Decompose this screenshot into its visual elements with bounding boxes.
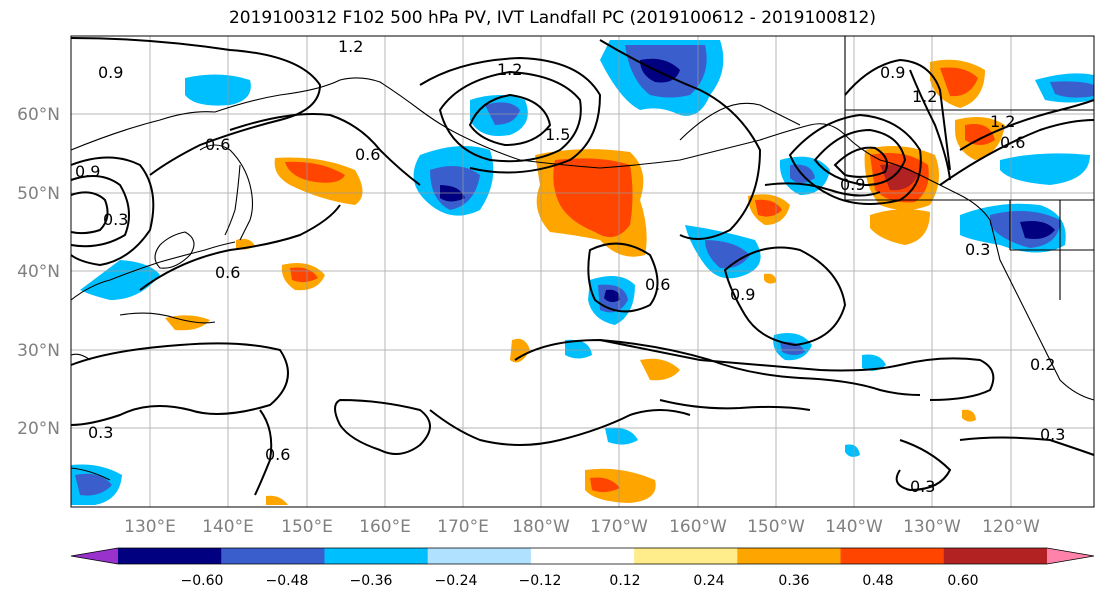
negative-anomaly-shading	[71, 40, 1094, 505]
contour-label: 0.2	[1030, 355, 1055, 374]
colorbar-segment	[634, 548, 738, 564]
colorbar-segment	[737, 548, 842, 564]
contour-label: 0.9	[75, 162, 100, 181]
contour-label: 0.9	[98, 63, 123, 82]
colorbar-tick-label: −0.24	[435, 573, 478, 589]
colorbar-segment	[840, 548, 945, 564]
lat-label: 40°N	[17, 262, 60, 282]
lon-label: 120°W	[982, 517, 1040, 537]
map-frame	[70, 35, 1095, 508]
map-title: 2019100312 F102 500 hPa PV, IVT Landfall…	[228, 8, 876, 28]
colorbar-segment	[324, 548, 429, 564]
contour-label: 0.3	[103, 210, 128, 229]
colorbar-segment	[427, 548, 532, 564]
contour-label: 0.6	[645, 275, 670, 294]
contour-label: 1.2	[338, 37, 363, 56]
lat-labels: 60°N 50°N 40°N 30°N 20°N	[17, 105, 60, 439]
colorbar-segment	[118, 548, 222, 564]
colorbar	[70, 547, 1095, 565]
colorbar-tick-labels: −0.60 −0.48 −0.36 −0.24 −0.12 0.12 0.24 …	[181, 573, 979, 589]
map-panel: 1.2 0.9 1.2 1.5 0.6 0.6 0.9 0.3 0.6 0.6 …	[70, 35, 1095, 508]
lon-label: 170°E	[437, 517, 489, 537]
contour-label: 0.9	[880, 63, 905, 82]
lon-label: 180°W	[512, 517, 570, 537]
lon-label: 150°E	[281, 517, 333, 537]
contour-label: 1.2	[990, 112, 1015, 131]
contour-label: 0.6	[215, 263, 240, 282]
lon-label: 150°W	[747, 517, 805, 537]
contour-label: 1.5	[545, 125, 570, 144]
contour-label: 1.2	[497, 60, 522, 79]
lon-label: 140°E	[202, 517, 254, 537]
lon-label: 170°W	[590, 517, 648, 537]
lat-label: 50°N	[17, 184, 60, 204]
lon-label: 130°E	[124, 517, 176, 537]
colorbar-tick-label: −0.12	[519, 573, 562, 589]
contour-label: 0.9	[730, 285, 755, 304]
colorbar-segment	[943, 548, 1048, 564]
colorbar-extend-low	[71, 548, 118, 564]
contour-label: 0.6	[205, 135, 230, 154]
colorbar-tick-label: 0.60	[947, 573, 978, 589]
lon-label: 160°E	[359, 517, 411, 537]
colorbar-extend-high	[1047, 548, 1094, 564]
contour-labels: 1.2 0.9 1.2 1.5 0.6 0.6 0.9 0.3 0.6 0.6 …	[75, 37, 1065, 496]
lon-label: 140°W	[825, 517, 883, 537]
lon-labels: 130°E 140°E 150°E 160°E 170°E 180°W 170°…	[124, 517, 1040, 537]
gridlines	[71, 36, 1094, 507]
colorbar-tick-label: 0.12	[609, 573, 640, 589]
contour-label: 0.3	[1040, 425, 1065, 444]
colorbar-segment	[530, 548, 635, 564]
lon-label: 160°W	[669, 517, 727, 537]
colorbar-tick-label: −0.48	[266, 573, 309, 589]
contour-label: 0.6	[355, 145, 380, 164]
contour-label: 0.6	[265, 445, 290, 464]
lon-label: 130°W	[903, 517, 961, 537]
pv-contours	[70, 37, 1095, 496]
contour-label: 0.6	[1000, 133, 1025, 152]
lat-label: 30°N	[17, 341, 60, 361]
contour-label: 0.3	[910, 477, 935, 496]
colorbar-tick-label: 0.48	[862, 573, 893, 589]
colorbar-tick-label: 0.24	[693, 573, 724, 589]
lat-label: 20°N	[17, 419, 60, 439]
lat-label: 60°N	[17, 105, 60, 125]
colorbar-tick-label: 0.36	[778, 573, 809, 589]
colorbar-outline	[70, 547, 1095, 565]
contour-label: 0.9	[840, 175, 865, 194]
contour-label: 0.3	[965, 240, 990, 259]
contour-label: 0.3	[88, 423, 113, 442]
colorbar-tick-label: −0.60	[181, 573, 224, 589]
colorbar-segment	[221, 548, 325, 564]
contour-label: 1.2	[912, 87, 937, 106]
colorbar-tick-label: −0.36	[350, 573, 393, 589]
